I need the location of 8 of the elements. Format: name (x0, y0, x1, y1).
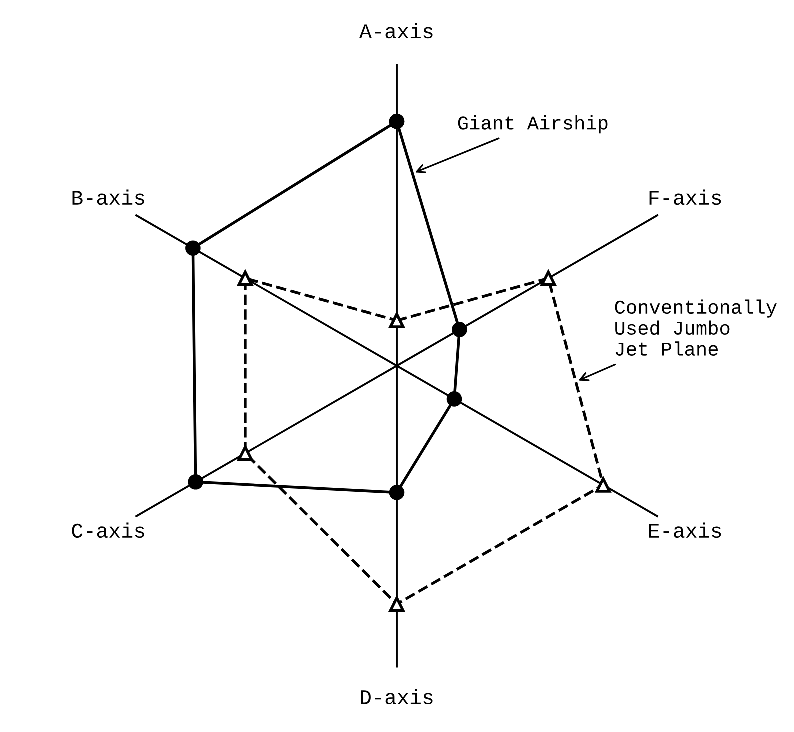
spoke-label: F-axis (650, 190, 722, 206)
spoke-label: E-axis (650, 522, 722, 538)
text: Conventionally Used Jumbo Jet Plane (615, 300, 777, 356)
spoke-label: D-axis (361, 689, 433, 705)
spoke-label: C-axis (72, 522, 144, 538)
spoke-label: A-axis (359, 23, 433, 39)
text: Giant Airship (458, 116, 608, 134)
spoke-label: B-axis (72, 190, 144, 206)
